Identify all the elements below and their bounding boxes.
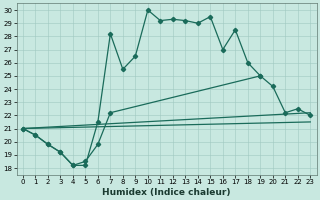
X-axis label: Humidex (Indice chaleur): Humidex (Indice chaleur): [102, 188, 231, 197]
